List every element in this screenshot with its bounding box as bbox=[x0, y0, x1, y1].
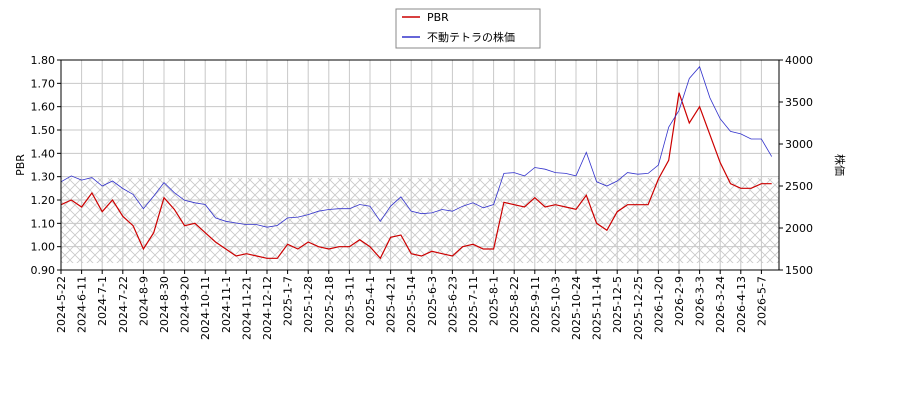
x-tick-label: 2024-11-21 bbox=[240, 276, 253, 340]
y2-tick-label: 3500 bbox=[785, 96, 813, 109]
y-tick-label: 1.30 bbox=[31, 171, 56, 184]
x-tick-label: 2025-3-11 bbox=[343, 276, 356, 333]
x-tick-label: 2025-11-14 bbox=[591, 276, 604, 340]
y-tick-label: 1.20 bbox=[31, 194, 56, 207]
y-tick-label: 1.60 bbox=[31, 101, 56, 114]
series-line bbox=[60, 92, 772, 260]
x-tick-label: 2025-4-21 bbox=[385, 276, 398, 333]
legend-label: 不動テトラの株価 bbox=[427, 30, 515, 44]
y2-tick-label: 2500 bbox=[785, 180, 813, 193]
x-tick-label: 2025-2-18 bbox=[323, 276, 336, 333]
y-tick-label: 1.10 bbox=[31, 217, 56, 230]
x-tick-label: 2025-9-11 bbox=[529, 276, 542, 333]
x-tick-label: 2025-10-24 bbox=[570, 276, 583, 340]
x-tick-label: 2026-3-24 bbox=[714, 276, 727, 333]
y-tick-label: 1.80 bbox=[31, 54, 56, 67]
y-tick-label: 1.50 bbox=[31, 124, 56, 137]
y-tick-label: 0.90 bbox=[31, 264, 56, 277]
x-tick-label: 2024-6-11 bbox=[76, 276, 89, 333]
plot-frame bbox=[60, 59, 780, 271]
x-tick-label: 2026-2-9 bbox=[673, 276, 686, 326]
x-tick-label: 2025-1-7 bbox=[282, 276, 295, 326]
hatch-band bbox=[61, 178, 779, 263]
x-tick-label: 2025-6-23 bbox=[446, 276, 459, 333]
x-tick-label: 2026-1-20 bbox=[652, 276, 665, 333]
y-tick-label: 1.70 bbox=[31, 77, 56, 90]
legend: PBR 不動テトラの株価 bbox=[395, 8, 541, 49]
x-tick-label: 2026-3-3 bbox=[694, 276, 707, 326]
series-line bbox=[60, 65, 773, 228]
x-tick-label: 2025-6-3 bbox=[426, 276, 439, 326]
x-tick-label: 2024-11-1 bbox=[220, 276, 233, 333]
x-tick-label: 2024-7-1 bbox=[96, 276, 109, 326]
x-tick-label: 2024-8-30 bbox=[158, 276, 171, 333]
x-tick-label: 2025-5-14 bbox=[405, 276, 418, 333]
y2-tick-label: 2000 bbox=[785, 222, 813, 235]
x-tick-label: 2025-10-3 bbox=[549, 276, 562, 333]
y2-tick-label: 1500 bbox=[785, 264, 813, 277]
y-tick-label: 1.00 bbox=[31, 241, 56, 254]
x-tick-label: 2024-12-12 bbox=[261, 276, 274, 340]
x-tick-label: 2024-9-20 bbox=[179, 276, 192, 333]
x-tick-label: 2025-12-5 bbox=[611, 276, 624, 333]
y-axis-label: PBR bbox=[14, 154, 27, 176]
x-tick-label: 2026-4-13 bbox=[735, 276, 748, 333]
legend-label: PBR bbox=[427, 11, 449, 24]
x-tick-label: 2025-8-22 bbox=[508, 276, 521, 333]
x-tick-label: 2026-5-7 bbox=[755, 276, 768, 326]
x-tick-label: 2025-8-1 bbox=[488, 276, 501, 326]
x-tick-label: 2025-4-1 bbox=[364, 276, 377, 326]
x-tick-label: 2024-10-11 bbox=[199, 276, 212, 340]
y2-tick-label: 4000 bbox=[785, 54, 813, 67]
x-tick-label: 2025-7-11 bbox=[467, 276, 480, 333]
y-tick-label: 1.40 bbox=[31, 147, 56, 160]
y2-tick-label: 3000 bbox=[785, 138, 813, 151]
x-tick-label: 2024-8-9 bbox=[137, 276, 150, 326]
x-tick-label: 2024-7-22 bbox=[117, 276, 130, 333]
x-tick-label: 2024-5-22 bbox=[55, 276, 68, 333]
y2-axis-label: 株価 bbox=[833, 154, 847, 176]
x-tick-label: 2025-1-28 bbox=[302, 276, 315, 333]
x-tick-label: 2025-12-25 bbox=[632, 276, 645, 340]
